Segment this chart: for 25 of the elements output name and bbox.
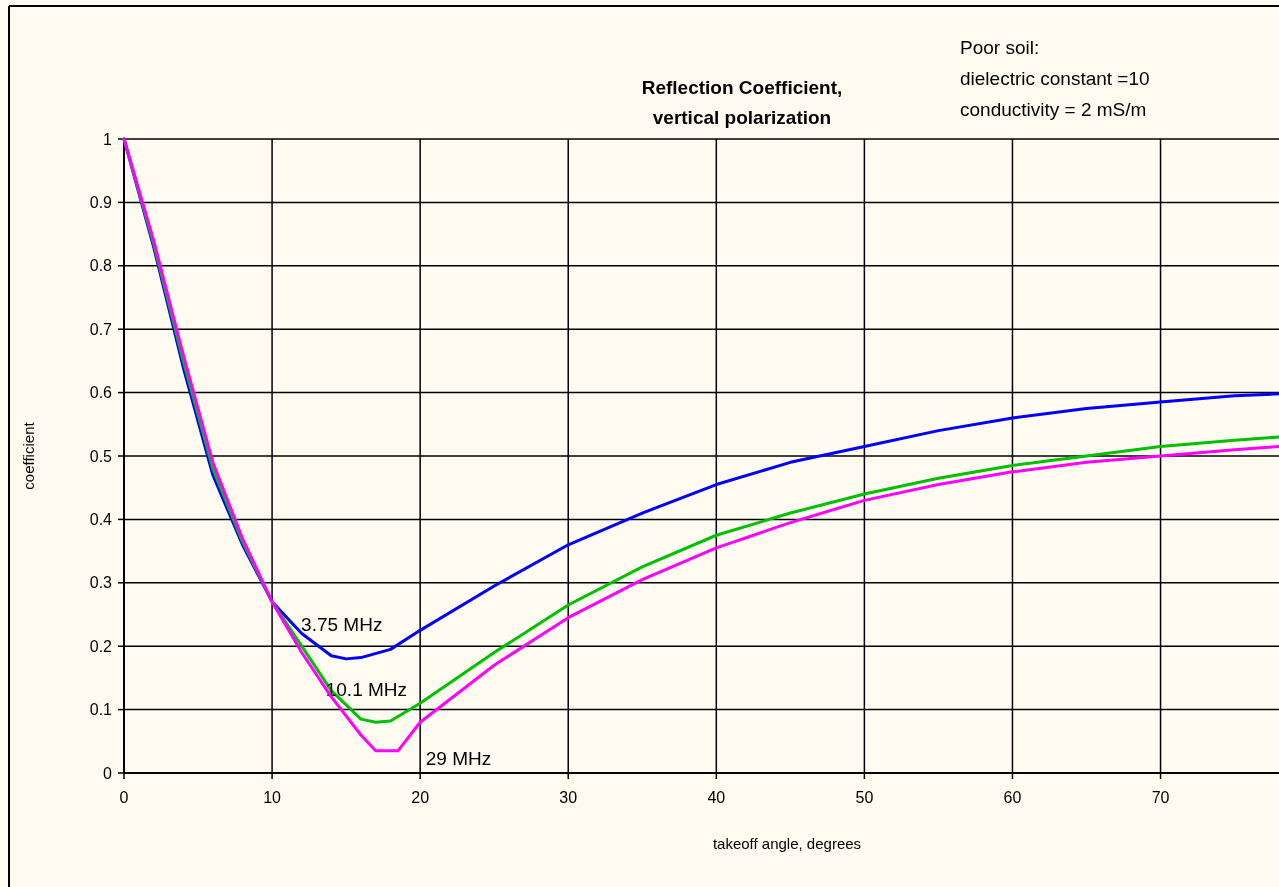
y-tick-label: 0.1 [89,701,113,719]
y-tick-label: 0.2 [89,637,113,655]
y-tick-label: 0.9 [89,194,113,211]
x-tick-label: 60 [1003,789,1022,806]
series-label: 3.75 MHz [301,613,383,635]
y-tick-label: 0.8 [89,257,113,275]
text: Poor soil: dielectric constant =10 conductivity = 2 mS/m [960,37,1150,120]
x-tick-label: 0 [119,789,129,806]
y-tick-label: 0.3 [89,574,113,592]
x-tick-label: 10 [263,789,282,806]
y-tick-label: 0.5 [89,447,113,465]
x-axis-title: takeoff angle, degrees [712,835,862,852]
y-tick-label: 0.4 [89,511,113,528]
series-label: 29 MHz [425,747,492,769]
x-tick-label: 40 [707,789,726,806]
x-tick-label: 20 [411,789,430,806]
x-tick-label: 50 [855,789,874,806]
y-axis-title: coefficient [20,421,37,490]
y-tick-label: 0 [103,764,113,782]
y-tick-label: 0.6 [89,384,113,402]
x-tick-label: 30 [559,789,578,806]
x-tick-label: 70 [1151,789,1170,806]
y-tick-label: 0.7 [89,320,113,338]
chart-title: Reflection Coefficient, vertical polarization [641,77,843,128]
y-tick-label: 1 [103,130,113,148]
